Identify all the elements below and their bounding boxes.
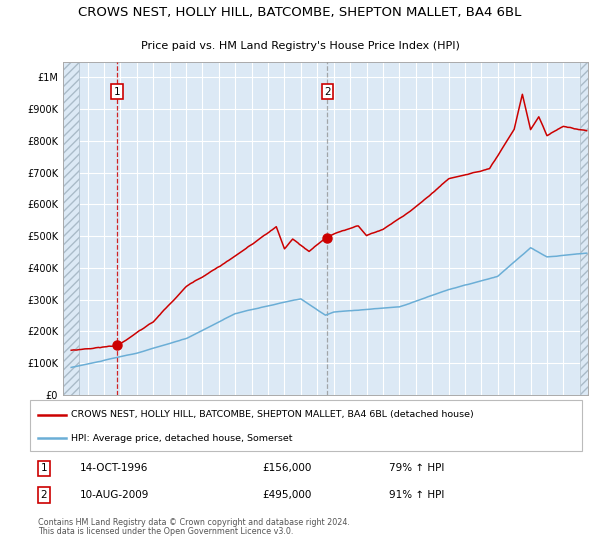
Text: 10-AUG-2009: 10-AUG-2009 [80,490,149,500]
Text: Price paid vs. HM Land Registry's House Price Index (HPI): Price paid vs. HM Land Registry's House … [140,41,460,51]
Text: 79% ↑ HPI: 79% ↑ HPI [389,464,444,474]
Text: £495,000: £495,000 [262,490,311,500]
Bar [63,62,79,395]
Text: HPI: Average price, detached house, Somerset: HPI: Average price, detached house, Some… [71,433,293,443]
Bar [580,62,588,395]
FancyBboxPatch shape [30,400,582,451]
Text: 2: 2 [324,87,331,96]
Text: CROWS NEST, HOLLY HILL, BATCOMBE, SHEPTON MALLET, BA4 6BL (detached house): CROWS NEST, HOLLY HILL, BATCOMBE, SHEPTO… [71,410,474,419]
Text: CROWS NEST, HOLLY HILL, BATCOMBE, SHEPTON MALLET, BA4 6BL: CROWS NEST, HOLLY HILL, BATCOMBE, SHEPTO… [79,6,521,20]
Text: Contains HM Land Registry data © Crown copyright and database right 2024.: Contains HM Land Registry data © Crown c… [38,518,350,527]
Text: 1: 1 [40,464,47,474]
Text: 14-OCT-1996: 14-OCT-1996 [80,464,148,474]
Text: £156,000: £156,000 [262,464,311,474]
Text: This data is licensed under the Open Government Licence v3.0.: This data is licensed under the Open Gov… [38,527,293,536]
Text: 91% ↑ HPI: 91% ↑ HPI [389,490,444,500]
Text: 2: 2 [40,490,47,500]
Text: 1: 1 [113,87,120,96]
